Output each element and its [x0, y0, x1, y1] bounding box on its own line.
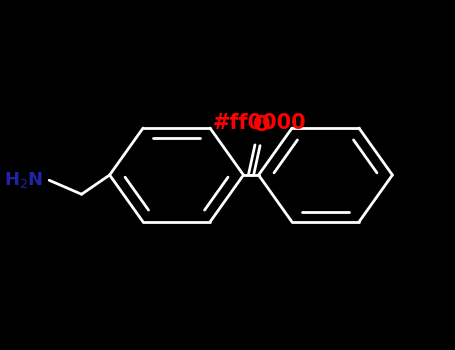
Text: H$_2$N: H$_2$N	[4, 170, 43, 190]
Text: O: O	[253, 115, 270, 135]
Text: #ff0000: #ff0000	[212, 113, 306, 133]
